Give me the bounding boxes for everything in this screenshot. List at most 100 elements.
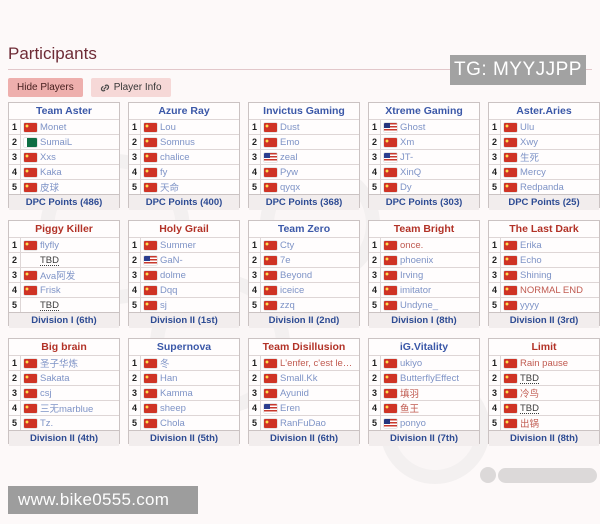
player-link[interactable]: RanFuDao <box>280 417 326 429</box>
player-link[interactable]: Ava阿发 <box>40 271 76 282</box>
player-link[interactable]: zzq <box>280 299 295 311</box>
team-name-link[interactable]: Team Bright <box>393 223 455 235</box>
player-link[interactable]: sj <box>160 299 167 311</box>
player-link[interactable]: Pyw <box>280 166 298 178</box>
team-name-link[interactable]: Team Aster <box>35 105 93 117</box>
player-link[interactable]: imitator <box>400 284 432 296</box>
player-link[interactable]: Summer <box>160 239 196 251</box>
player-link[interactable]: Sakata <box>40 372 70 384</box>
player-link[interactable]: L'enfer, c'est les aut… <box>280 357 359 369</box>
player-link[interactable]: Dust <box>280 121 300 133</box>
player-link[interactable]: iceice <box>280 284 305 296</box>
player-link[interactable]: Kamma <box>160 387 193 399</box>
team-footer-link[interactable]: Division II (2nd) <box>249 312 359 328</box>
player-link[interactable]: 三无marblue <box>40 404 94 415</box>
player-link[interactable]: 天命 <box>160 183 180 194</box>
player-link[interactable]: qyqx <box>280 181 301 193</box>
team-footer-link[interactable]: DPC Points (368) <box>249 194 359 210</box>
team-footer-link[interactable]: DPC Points (486) <box>9 194 119 210</box>
team-name-link[interactable]: Limit <box>531 341 557 353</box>
player-link[interactable]: Echo <box>520 254 542 266</box>
team-name-link[interactable]: The Last Dark <box>509 223 579 235</box>
player-link[interactable]: Undyne_ <box>400 299 439 311</box>
team-footer-link[interactable]: DPC Points (400) <box>129 194 239 210</box>
hide-players-button[interactable]: Hide Players <box>8 78 83 97</box>
player-link[interactable]: Irving <box>400 269 424 281</box>
player-link[interactable]: Xxs <box>40 151 56 163</box>
team-name-link[interactable]: Holy Grail <box>159 223 209 235</box>
team-name-link[interactable]: Big brain <box>41 341 87 353</box>
player-link[interactable]: Erika <box>520 239 542 251</box>
player-link[interactable]: Monet <box>40 121 67 133</box>
player-link[interactable]: Mercy <box>520 166 546 178</box>
team-footer-link[interactable]: Division II (3rd) <box>489 312 599 328</box>
player-link[interactable]: Ghost <box>400 121 426 133</box>
player-link[interactable]: Redpanda <box>520 181 564 193</box>
player-link[interactable]: SumaiL <box>40 136 73 148</box>
player-link[interactable]: Chola <box>160 417 185 429</box>
player-link[interactable]: yyyy <box>520 299 539 311</box>
player-link[interactable]: Han <box>160 372 178 384</box>
player-link[interactable]: 皮球 <box>40 183 60 194</box>
player-link[interactable]: 鱼王 <box>400 404 420 415</box>
team-name-link[interactable]: Team Zero <box>277 223 331 235</box>
player-link[interactable]: Xm <box>400 136 415 148</box>
player-link[interactable]: XinQ <box>400 166 422 178</box>
player-link[interactable]: Emo <box>280 136 300 148</box>
player-link[interactable]: Lou <box>160 121 176 133</box>
team-name-link[interactable]: Aster.Aries <box>516 105 572 117</box>
player-link[interactable]: 冬 <box>160 359 170 370</box>
player-link[interactable]: zeal <box>280 151 298 163</box>
player-link[interactable]: ButterflyEffect <box>400 372 459 384</box>
player-link[interactable]: chalice <box>160 151 190 163</box>
player-link[interactable]: GaN- <box>160 254 183 266</box>
player-link[interactable]: Shining <box>520 269 552 281</box>
player-link[interactable]: 填羽 <box>400 389 420 400</box>
player-link[interactable]: ukiyo <box>400 357 423 369</box>
player-link[interactable]: NORMAL END <box>520 284 583 296</box>
player-link[interactable]: Ayunid <box>280 387 309 399</box>
player-link[interactable]: JT- <box>400 151 414 163</box>
team-footer-link[interactable]: DPC Points (25) <box>489 194 599 210</box>
player-link[interactable]: Rain pause <box>520 357 569 369</box>
team-name-link[interactable]: Azure Ray <box>158 105 210 117</box>
player-link[interactable]: Kaka <box>40 166 62 178</box>
team-footer-link[interactable]: Division II (8th) <box>489 430 599 446</box>
player-link[interactable]: once. <box>400 239 424 251</box>
player-link[interactable]: Cty <box>280 239 295 251</box>
player-info-button[interactable]: Player Info <box>90 78 171 97</box>
team-footer-link[interactable]: Division II (1st) <box>129 312 239 328</box>
player-link[interactable]: phoenix <box>400 254 434 266</box>
team-name-link[interactable]: Piggy Killer <box>35 223 93 235</box>
player-link[interactable]: Frisk <box>40 284 61 296</box>
player-link[interactable]: 生死 <box>520 153 540 164</box>
team-footer-link[interactable]: Division I (8th) <box>369 312 479 328</box>
player-link[interactable]: ponyo <box>400 417 426 429</box>
team-name-link[interactable]: iG.Vitality <box>399 341 449 353</box>
team-name-link[interactable]: Team Disillusion <box>262 341 346 353</box>
team-footer-link[interactable]: Division II (5th) <box>129 430 239 446</box>
player-link[interactable]: Xwy <box>520 136 538 148</box>
player-link[interactable]: Small.Kk <box>280 372 318 384</box>
player-link[interactable]: fy <box>160 166 168 178</box>
player-link[interactable]: 出锅 <box>520 419 540 430</box>
player-link[interactable]: Ulu <box>520 121 535 133</box>
team-footer-link[interactable]: Division II (6th) <box>249 430 359 446</box>
player-link[interactable]: Tz. <box>40 417 54 429</box>
player-link[interactable]: 7e <box>280 254 291 266</box>
player-link[interactable]: Dqq <box>160 284 178 296</box>
team-name-link[interactable]: Xtreme Gaming <box>385 105 463 117</box>
player-link[interactable]: Dy <box>400 181 412 193</box>
player-link[interactable]: 冷鸟 <box>520 389 540 400</box>
player-link[interactable]: sheep <box>160 402 186 414</box>
player-link[interactable]: dolme <box>160 269 186 281</box>
player-link[interactable]: Eren <box>280 402 301 414</box>
team-name-link[interactable]: Supernova <box>156 341 212 353</box>
team-footer-link[interactable]: Division II (4th) <box>9 430 119 446</box>
team-footer-link[interactable]: Division II (7th) <box>369 430 479 446</box>
team-footer-link[interactable]: DPC Points (303) <box>369 194 479 210</box>
player-link[interactable]: flyfly <box>40 239 59 251</box>
team-name-link[interactable]: Invictus Gaming <box>263 105 345 117</box>
player-link[interactable]: Beyond <box>280 269 313 281</box>
player-link[interactable]: Somnus <box>160 136 195 148</box>
